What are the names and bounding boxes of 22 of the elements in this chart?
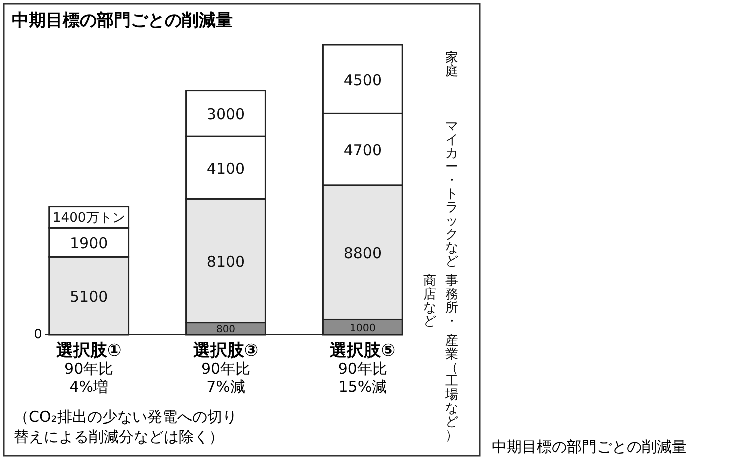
data-label: 5100 bbox=[70, 288, 108, 306]
chart-title: 中期目標の部門ごとの削減量 bbox=[12, 11, 233, 31]
data-label: 1000 bbox=[350, 322, 376, 334]
data-label: 8100 bbox=[206, 252, 246, 271]
data-label: 800 bbox=[216, 324, 236, 336]
data-label: 1900 bbox=[70, 234, 108, 253]
x-tick-label: 選択肢①90年比4%増 bbox=[56, 341, 122, 396]
text: 中期目標の部門ごとの削減量 bbox=[492, 438, 687, 456]
x-tick-label: 選択肢⑤90年比15%減 bbox=[330, 341, 396, 396]
data-label: 8800 bbox=[344, 244, 382, 263]
data-label: 4700 bbox=[344, 142, 382, 160]
text: 0 bbox=[34, 328, 42, 342]
x-tick-label: 選択肢③90年比7%減 bbox=[193, 341, 259, 396]
text: 家庭 bbox=[446, 50, 458, 80]
text: 事務所・商店など bbox=[424, 274, 458, 330]
data-label: 3000 bbox=[206, 106, 246, 124]
data-label: 4500 bbox=[344, 71, 382, 90]
text: マイカー・トラックなど bbox=[446, 120, 458, 270]
text: 産業（工場など） bbox=[444, 333, 458, 444]
data-label: 4100 bbox=[206, 160, 246, 178]
text: （CO₂排出の少ない発電への切り替えによる削減分などは除く） bbox=[14, 408, 238, 446]
data-label: 1400万トン bbox=[52, 210, 126, 226]
